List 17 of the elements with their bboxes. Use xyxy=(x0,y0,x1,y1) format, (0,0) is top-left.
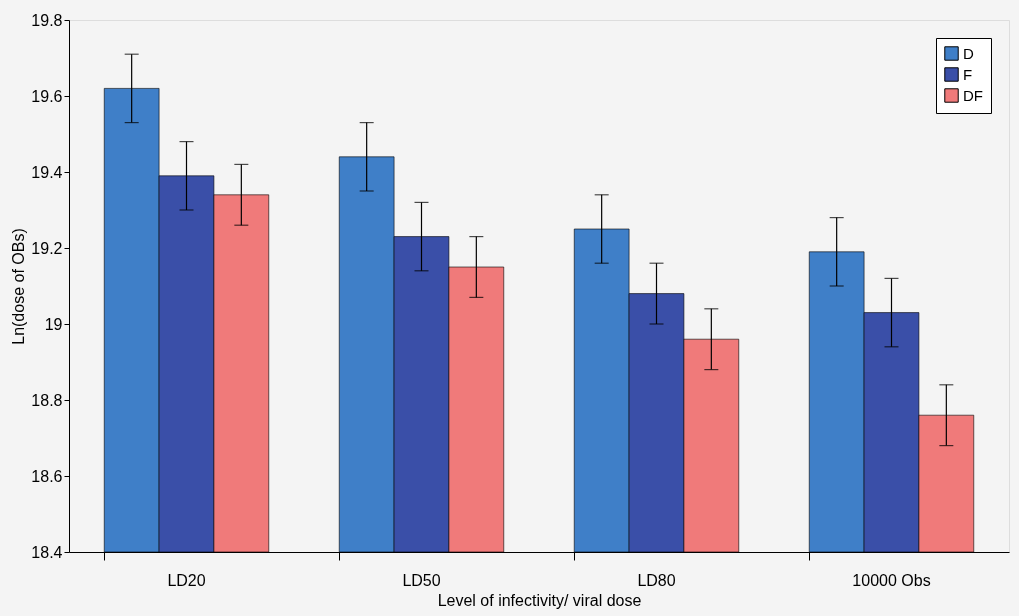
x-tick-label: LD50 xyxy=(402,571,441,589)
x-tick-label: LD20 xyxy=(167,571,206,589)
legend-label: D xyxy=(963,44,974,62)
y-tick-label: 19.4 xyxy=(31,163,63,181)
x-tick-label: 10000 Obs xyxy=(852,571,931,589)
x-axis-title: Level of infectivity/ viral dose xyxy=(437,591,642,609)
x-tick-label: LD80 xyxy=(637,571,676,589)
y-tick-label: 19.6 xyxy=(31,87,63,105)
legend-label: F xyxy=(963,65,973,83)
legend-label: DF xyxy=(963,86,983,104)
y-tick-label: 18.8 xyxy=(31,391,63,409)
y-tick-label: 19 xyxy=(44,315,63,333)
y-axis-title: Ln(dose of OBs) xyxy=(10,228,28,345)
y-tick-label: 19.2 xyxy=(31,239,63,257)
y-tick-label: 19.8 xyxy=(31,11,63,29)
y-tick-label: 18.4 xyxy=(31,543,63,561)
y-tick-label: 18.6 xyxy=(31,467,63,485)
